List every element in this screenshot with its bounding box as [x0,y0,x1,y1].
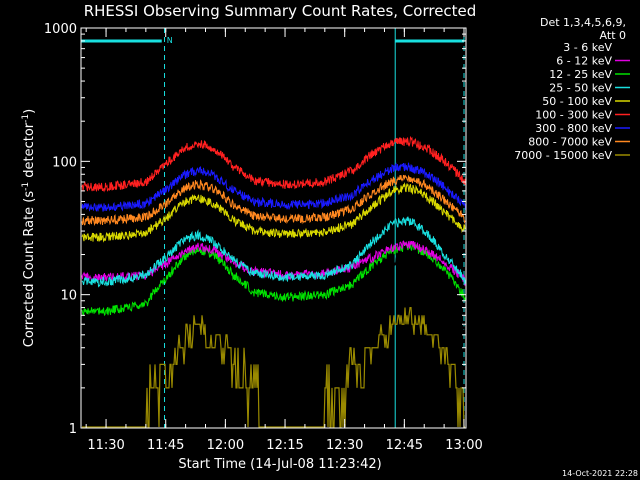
y-tick-label: 1 [69,422,77,437]
x-tick-label: 11:30 [87,438,124,453]
night-flag: N [167,36,173,45]
series-line-3 [81,216,466,288]
y-axis-label-sup1: -1 [21,182,31,191]
legend-label-6: 300 - 800 keV [535,122,612,135]
x-tick-label: 12:15 [266,438,303,453]
axes-layer: 11:30 11:45 12:00 12:15 12:30 12:45 13:00 1 10 10… [44,22,483,453]
legend-label-3: 25 - 50 keV [549,82,612,95]
legend-label-1: 6 - 12 keV [556,55,612,68]
legend-label-7: 800 - 7000 keV [528,136,612,149]
y-tick-label: 10 [60,289,77,304]
chart-title: RHESSI Observing Summary Count Rates, Co… [84,2,477,20]
x-tick-label: 12:00 [207,438,244,453]
x-tick-label: 12:45 [386,438,423,453]
series-layer [81,135,466,428]
y-axis-label-sup2: -1 [21,114,31,123]
y-axis-label-mid: detector [22,122,37,182]
timestamp: 14-Oct-2021 22:28 [562,469,638,478]
plot-frame [80,27,467,429]
x-tick-label: 12:30 [326,438,363,453]
legend-header-line: Det 1,3,4,5,6,9, [540,16,626,29]
legend-label-0: 3 - 6 keV [563,41,612,54]
legend-label-4: 50 - 100 keV [542,95,612,108]
series-line-7 [81,174,466,227]
y-tick-label: 1000 [44,22,77,37]
x-tick-label: 11:45 [147,438,184,453]
series-line-4 [81,182,466,243]
y-tick-label: 100 [52,155,77,170]
legend-label-5: 100 - 300 keV [535,109,612,122]
series-line-0 [81,251,466,344]
y-axis-label-end: ) [22,109,37,114]
series-line-5 [81,135,466,193]
legend-header-line: Att 0 [600,29,626,42]
series-line-6 [81,162,466,212]
y-axis-label: Corrected Count Rate (s-1 detector-1) [21,109,37,347]
legend-label-8: 7000 - 15000 keV [514,149,612,162]
x-tick-label: 13:00 [445,438,482,453]
legend-label-2: 12 - 25 keV [549,68,612,81]
y-axis-label-main: Corrected Count Rate (s [22,191,37,348]
x-axis-label: Start Time (14-Jul-08 11:23:42) [178,457,381,472]
